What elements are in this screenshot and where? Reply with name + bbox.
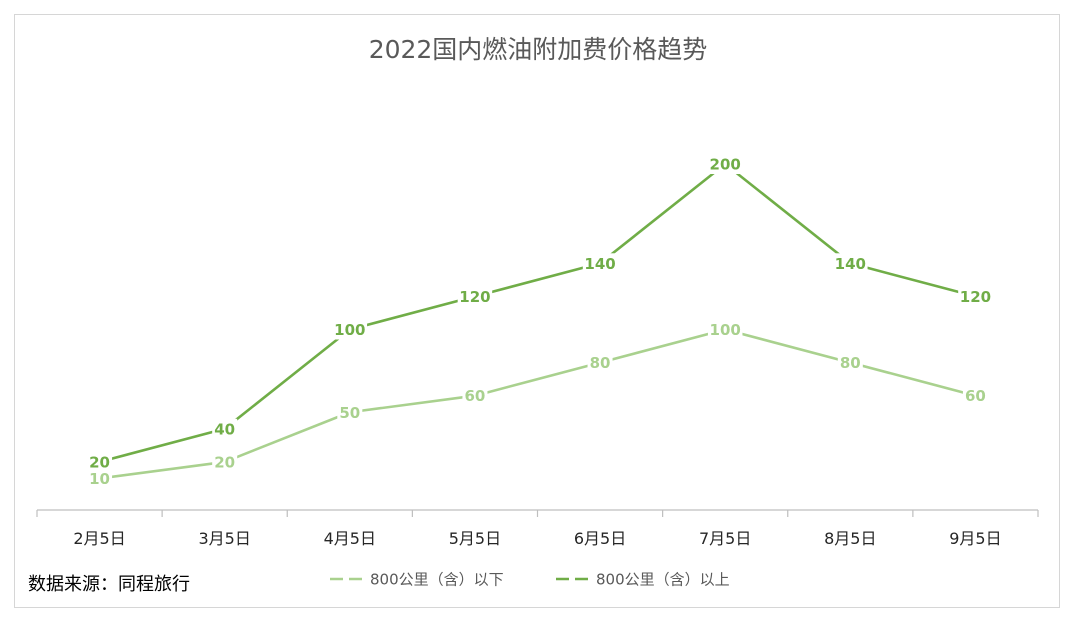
data-label: 40 <box>214 420 235 438</box>
data-label-bg <box>962 385 988 406</box>
data-label-bg <box>332 319 368 340</box>
x-tick-label: 9月5日 <box>949 529 1001 548</box>
data-label-bg <box>707 319 743 340</box>
source-note: 数据来源：同程旅行 <box>28 574 190 595</box>
data-label: 20 <box>214 453 235 471</box>
data-label: 140 <box>835 255 866 273</box>
data-label-bg <box>462 385 488 406</box>
data-label: 100 <box>334 321 365 339</box>
data-label: 80 <box>590 354 611 372</box>
data-label-bg <box>87 468 113 489</box>
x-tick-label: 4月5日 <box>324 529 376 548</box>
x-tick-label: 3月5日 <box>199 529 251 548</box>
data-label-bg <box>337 402 363 423</box>
data-label: 80 <box>840 354 861 372</box>
data-label: 140 <box>584 255 615 273</box>
chart-frame <box>14 14 1060 608</box>
x-tick-label: 6月5日 <box>574 529 626 548</box>
x-tick-label: 2月5日 <box>73 529 125 548</box>
data-label: 10 <box>89 470 110 488</box>
data-label: 120 <box>459 288 490 306</box>
data-label: 60 <box>465 387 486 405</box>
legend-entry: 800公里（含）以下 <box>370 571 504 589</box>
x-tick-label: 5月5日 <box>449 529 501 548</box>
series-line <box>99 162 976 464</box>
data-label-bg <box>582 253 618 274</box>
series-line <box>99 328 976 480</box>
data-label: 20 <box>89 453 110 471</box>
x-tick-label: 7月5日 <box>699 529 751 548</box>
data-label-bg <box>587 352 613 373</box>
chart-title: 2022国内燃油附加费价格趋势 <box>369 35 708 64</box>
data-label: 120 <box>960 288 991 306</box>
data-label-bg <box>707 154 743 174</box>
data-label: 50 <box>339 404 360 422</box>
legend-entry: 800公里（含）以上 <box>596 571 730 589</box>
data-label: 60 <box>965 387 986 405</box>
data-label-bg <box>212 451 238 472</box>
data-label: 100 <box>710 321 741 339</box>
data-label-bg <box>457 286 493 307</box>
data-label-bg <box>837 352 863 373</box>
data-label-bg <box>212 418 238 439</box>
x-tick-label: 8月5日 <box>824 529 876 548</box>
series-2: 20 40 100 120 140 200 140 120 <box>87 154 993 472</box>
data-label: 200 <box>710 156 741 174</box>
data-label-bg <box>958 286 993 307</box>
x-axis: 2月5日 3月5日 4月5日 5月5日 6月5日 7月5日 8月5日 9月5日 <box>36 509 1039 548</box>
data-label-bg <box>833 253 868 274</box>
legend: 800公里（含）以下 800公里（含）以上 <box>330 571 730 589</box>
data-label-bg <box>87 451 113 472</box>
